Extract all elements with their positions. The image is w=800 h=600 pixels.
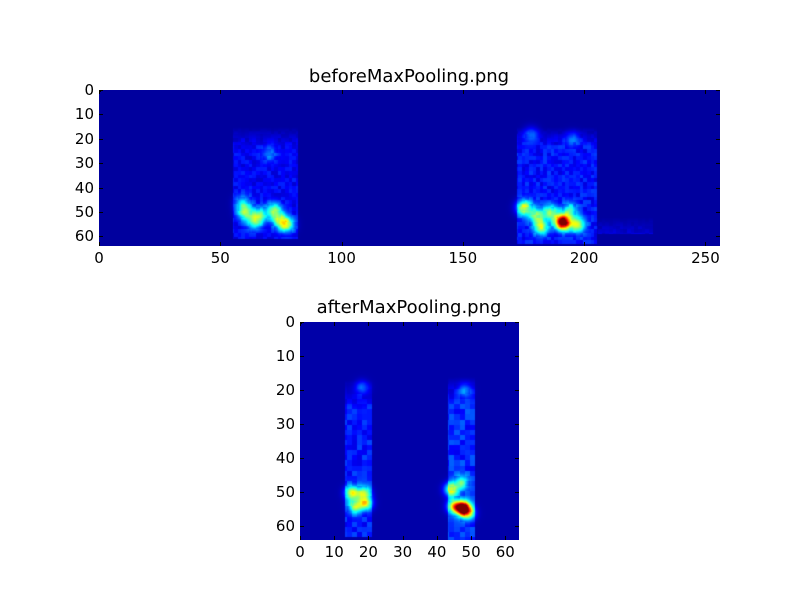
x-tick-mark	[462, 242, 464, 246]
y-tick-mark	[716, 187, 720, 189]
x-tick-mark	[220, 90, 222, 94]
y-tick-mark	[300, 458, 304, 460]
x-tick-mark	[300, 536, 301, 540]
y-tick-mark	[99, 90, 103, 91]
x-tick-mark	[462, 90, 464, 94]
x-tick-mark	[471, 322, 473, 326]
x-tick-mark	[334, 322, 336, 326]
x-tick-label: 40	[427, 543, 447, 561]
y-tick-label: 20	[275, 381, 295, 400]
x-tick-label: 0	[94, 249, 104, 267]
x-tick-label: 50	[461, 543, 481, 561]
x-tick-mark	[584, 90, 586, 94]
y-tick-mark	[515, 458, 519, 460]
y-tick-mark	[300, 390, 304, 392]
chart-title-before: beforeMaxPooling.png	[308, 66, 510, 87]
x-tick-mark	[505, 322, 507, 326]
x-tick-label: 250	[691, 249, 720, 267]
y-tick-mark	[300, 492, 304, 494]
before-max-pooling-axes	[99, 90, 720, 246]
y-tick-mark	[716, 114, 720, 116]
x-tick-mark	[99, 90, 100, 94]
x-tick-label: 100	[327, 249, 356, 267]
x-tick-mark	[341, 90, 343, 94]
y-tick-label: 10	[275, 347, 295, 366]
y-tick-label: 50	[275, 483, 295, 502]
y-tick-mark	[300, 424, 304, 426]
x-tick-mark	[505, 536, 507, 540]
x-tick-mark	[436, 536, 438, 540]
y-tick-label: 50	[74, 202, 94, 221]
after-max-pooling-heatmap	[300, 322, 519, 540]
chart-title-after: afterMaxPooling.png	[316, 297, 502, 318]
y-tick-mark	[716, 90, 720, 91]
x-tick-mark	[220, 242, 222, 246]
y-tick-mark	[515, 526, 519, 528]
x-tick-mark	[99, 242, 100, 246]
y-tick-mark	[515, 492, 519, 494]
y-tick-label: 40	[74, 178, 94, 197]
y-tick-mark	[99, 236, 103, 238]
x-tick-mark	[705, 90, 707, 94]
y-tick-label: 30	[275, 415, 295, 434]
x-tick-mark	[402, 536, 404, 540]
x-tick-label: 50	[210, 249, 230, 267]
y-tick-label: 60	[74, 227, 94, 246]
y-tick-mark	[716, 138, 720, 140]
x-tick-label: 10	[324, 543, 344, 561]
x-tick-mark	[471, 536, 473, 540]
x-tick-mark	[436, 322, 438, 326]
x-tick-mark	[300, 322, 301, 326]
y-tick-mark	[716, 211, 720, 213]
x-tick-mark	[705, 242, 707, 246]
x-tick-label: 200	[569, 249, 599, 267]
y-tick-label: 0	[84, 81, 94, 99]
x-tick-mark	[341, 242, 343, 246]
y-tick-label: 0	[285, 313, 295, 331]
y-tick-label: 40	[275, 449, 295, 468]
y-tick-mark	[515, 356, 519, 358]
y-tick-mark	[716, 163, 720, 165]
x-tick-label: 60	[495, 543, 515, 561]
y-tick-mark	[99, 114, 103, 116]
x-tick-mark	[368, 322, 370, 326]
x-tick-label: 30	[393, 543, 413, 561]
x-tick-mark	[584, 242, 586, 246]
y-tick-label: 60	[275, 517, 295, 536]
y-tick-label: 20	[74, 129, 94, 148]
x-tick-mark	[334, 536, 336, 540]
before-max-pooling-heatmap	[99, 90, 720, 246]
x-tick-mark	[402, 322, 404, 326]
y-tick-mark	[300, 356, 304, 358]
y-tick-mark	[515, 390, 519, 392]
y-tick-mark	[99, 211, 103, 213]
x-tick-label: 150	[448, 249, 478, 267]
y-tick-mark	[99, 163, 103, 165]
y-tick-mark	[716, 236, 720, 238]
y-tick-mark	[99, 138, 103, 140]
y-tick-mark	[515, 424, 519, 426]
x-tick-mark	[368, 536, 370, 540]
y-tick-mark	[99, 187, 103, 189]
y-tick-mark	[300, 322, 304, 323]
y-tick-mark	[515, 322, 519, 323]
x-tick-label: 0	[295, 543, 305, 561]
y-tick-label: 30	[74, 154, 94, 173]
after-max-pooling-axes	[300, 322, 519, 540]
y-tick-label: 10	[74, 105, 94, 124]
x-tick-label: 20	[358, 543, 378, 561]
y-tick-mark	[300, 526, 304, 528]
